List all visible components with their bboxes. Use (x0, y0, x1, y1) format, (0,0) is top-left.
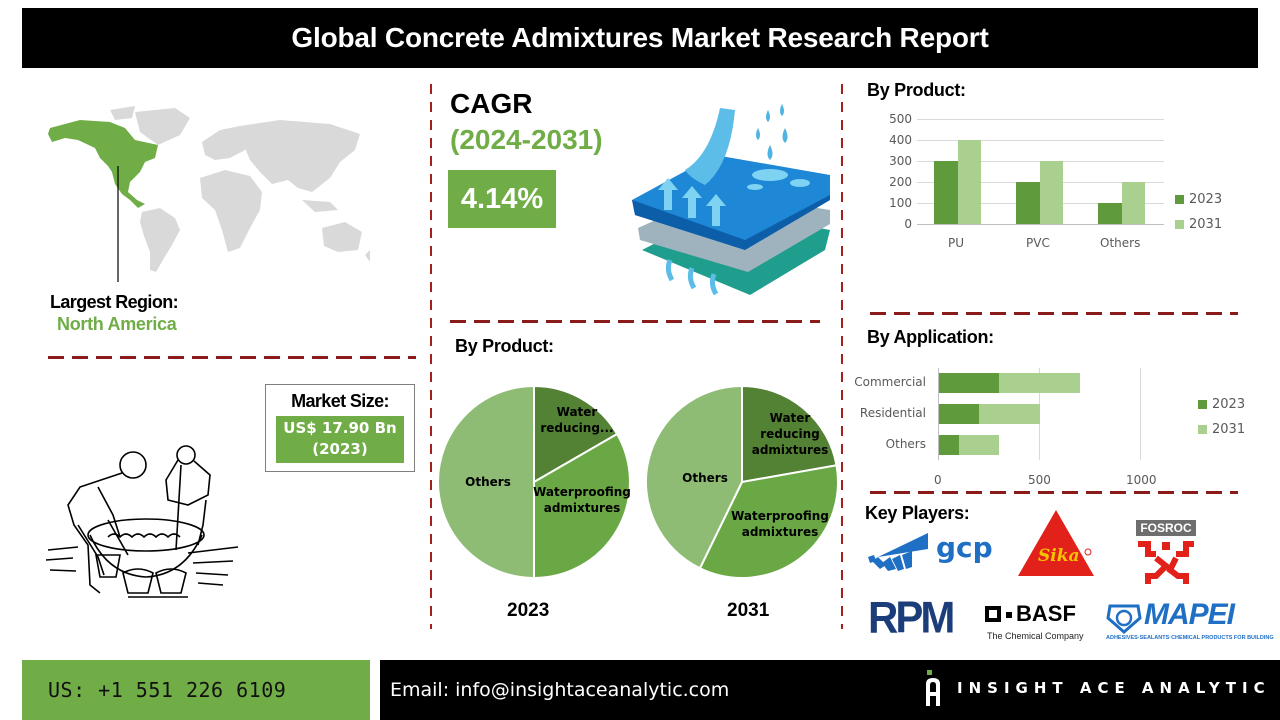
pie-label-others: Others (682, 471, 728, 485)
y-label-commercial: Commercial (854, 375, 926, 389)
market-size-value: US$ 17.90 Bn (283, 419, 397, 437)
hbar-commercial-2023 (939, 373, 999, 393)
hbar-others-2023 (939, 435, 959, 455)
legend-2031: 2031 (1198, 422, 1245, 437)
rpm-logo-text: RPM (868, 592, 955, 643)
key-players-title: Key Players: (865, 503, 970, 523)
bar-pvc-2023 (1016, 182, 1040, 224)
basf-tagline: The Chemical Company (987, 631, 1084, 641)
sika-logo: Sika (1018, 510, 1100, 578)
hbar-residential-2023 (939, 404, 979, 424)
pie-label-waterproofing: Waterproofing admixtures (731, 509, 829, 539)
cagr-value-box: 4.14% (448, 170, 556, 228)
pie-slice-water-reducing (533, 384, 619, 484)
market-size-value-box: US$ 17.90 Bn (2023) (276, 416, 404, 463)
x-label-pu: PU (948, 236, 965, 250)
market-size-year: (2023) (312, 440, 368, 458)
x-tick: 1000 (1126, 473, 1157, 487)
y-tick: 0 (904, 217, 912, 231)
brand-name: INSIGHT ACE ANALYTIC (957, 679, 1271, 697)
insight-ace-logo-icon (926, 670, 940, 706)
pie-label-waterproofing: Waterproofing admixtures (533, 485, 631, 515)
largest-region-value: North America (57, 314, 177, 334)
hbar-residential-2031 (979, 404, 1040, 424)
pie-section-title: By Product: (455, 336, 554, 356)
pie-slice-others (437, 384, 535, 580)
pie-label-water-reducing: Water reducing... (540, 405, 614, 435)
insight-ace-brand: INSIGHT ACE ANALYTIC (925, 670, 1271, 706)
basf-logo-text: BASF (1016, 601, 1076, 626)
cagr-title: CAGR (450, 88, 533, 119)
pie-year-2031: 2031 (727, 600, 770, 621)
largest-region-label: Largest Region: (50, 292, 179, 312)
x-tick: 0 (934, 473, 942, 487)
pie-slice-waterproofing (698, 464, 839, 579)
y-tick: 500 (889, 112, 912, 126)
application-bar-chart: Commercial Residential Others 0 500 1000 (850, 360, 1170, 492)
x-label-others: Others (1100, 236, 1141, 250)
divider-right-bottom (870, 491, 1238, 494)
market-size-card: Market Size: US$ 17.90 Bn (2023) (265, 384, 415, 472)
gcp-logo: gcp (868, 527, 998, 573)
report-title-bar: Global Concrete Admixtures Market Resear… (22, 8, 1258, 68)
bar-pu-2031 (958, 140, 981, 224)
y-tick: 300 (889, 154, 912, 168)
divider-middle (450, 320, 820, 323)
bar-others-2023 (1098, 203, 1122, 224)
hbar-others-2031 (959, 435, 999, 455)
x-tick: 500 (1028, 473, 1051, 487)
bar-pvc-2031 (1040, 161, 1063, 224)
bar-others-2031 (1122, 182, 1145, 224)
cagr-period: (2024-2031) (450, 124, 603, 155)
cagr-value: 4.14% (460, 182, 544, 215)
pie-slice-others (644, 384, 743, 570)
product-bar-chart: 500 400 300 200 100 0 PU PVC Others (860, 108, 1170, 258)
y-label-residential: Residential (859, 406, 926, 420)
world-map-image (48, 106, 370, 282)
workers-mixing-concrete-illustration (45, 445, 239, 598)
application-section-title: By Application: (867, 327, 994, 347)
divider-vertical-left (430, 84, 432, 629)
pie-slice-water-reducing (741, 384, 838, 484)
gcp-logo-text: gcp (936, 531, 993, 564)
product-bar-legend: 2023 2031 (1175, 192, 1222, 232)
basf-logo: BASF The Chemical Company (985, 601, 1095, 646)
hbar-commercial-2031 (999, 373, 1080, 393)
pie-year-2023: 2023 (507, 600, 550, 621)
market-size-label: Market Size: (291, 391, 389, 411)
legend-2023: 2023 (1175, 192, 1222, 207)
y-tick: 400 (889, 133, 912, 147)
application-bar-legend: 2023 2031 (1198, 397, 1245, 437)
y-tick: 200 (889, 175, 912, 189)
divider-left (48, 356, 416, 359)
y-tick: 100 (889, 196, 912, 210)
bar-pu-2023 (934, 161, 958, 224)
divider-vertical-right (841, 84, 843, 629)
mapei-tagline: ADHESIVES·SEALANTS·CHEMICAL PRODUCTS FOR… (1106, 635, 1274, 641)
mapei-logo: MAPEI ADHESIVES·SEALANTS·CHEMICAL PRODUC… (1106, 598, 1274, 646)
email-bar: Email: info@insightaceanalytic.com (380, 660, 1280, 720)
email-address[interactable]: Email: info@insightaceanalytic.com (390, 679, 730, 701)
fosroc-logo-text: FOSROC (1136, 520, 1196, 536)
divider-right-top (870, 312, 1238, 315)
phone-number[interactable]: US: +1 551 226 6109 (48, 678, 287, 702)
legend-2023: 2023 (1198, 397, 1245, 412)
pie-chart-2023: Water reducing... Waterproofing admixtur… (436, 384, 632, 580)
bar-section-title: By Product: (867, 80, 966, 100)
mapei-logo-text: MAPEI (1144, 598, 1235, 631)
y-label-others: Others (885, 437, 926, 451)
waterproof-membrane-icon (632, 104, 830, 296)
report-title: Global Concrete Admixtures Market Resear… (291, 22, 989, 53)
pie-chart-2031: Water reducing admixtures Waterproofing … (644, 384, 840, 580)
north-america-highlight (48, 120, 158, 208)
pie-label-water-reducing: Water reducing admixtures (751, 411, 829, 457)
phone-bar: US: +1 551 226 6109 (22, 660, 370, 720)
rpm-logo: RPM (868, 592, 968, 643)
sika-logo-text: Sika (1038, 546, 1080, 566)
pie-slice-waterproofing (533, 432, 631, 580)
pie-label-others: Others (465, 475, 511, 489)
fosroc-logo: FOSROC (1134, 520, 1198, 586)
x-label-pvc: PVC (1026, 236, 1050, 250)
legend-2031: 2031 (1175, 217, 1222, 232)
